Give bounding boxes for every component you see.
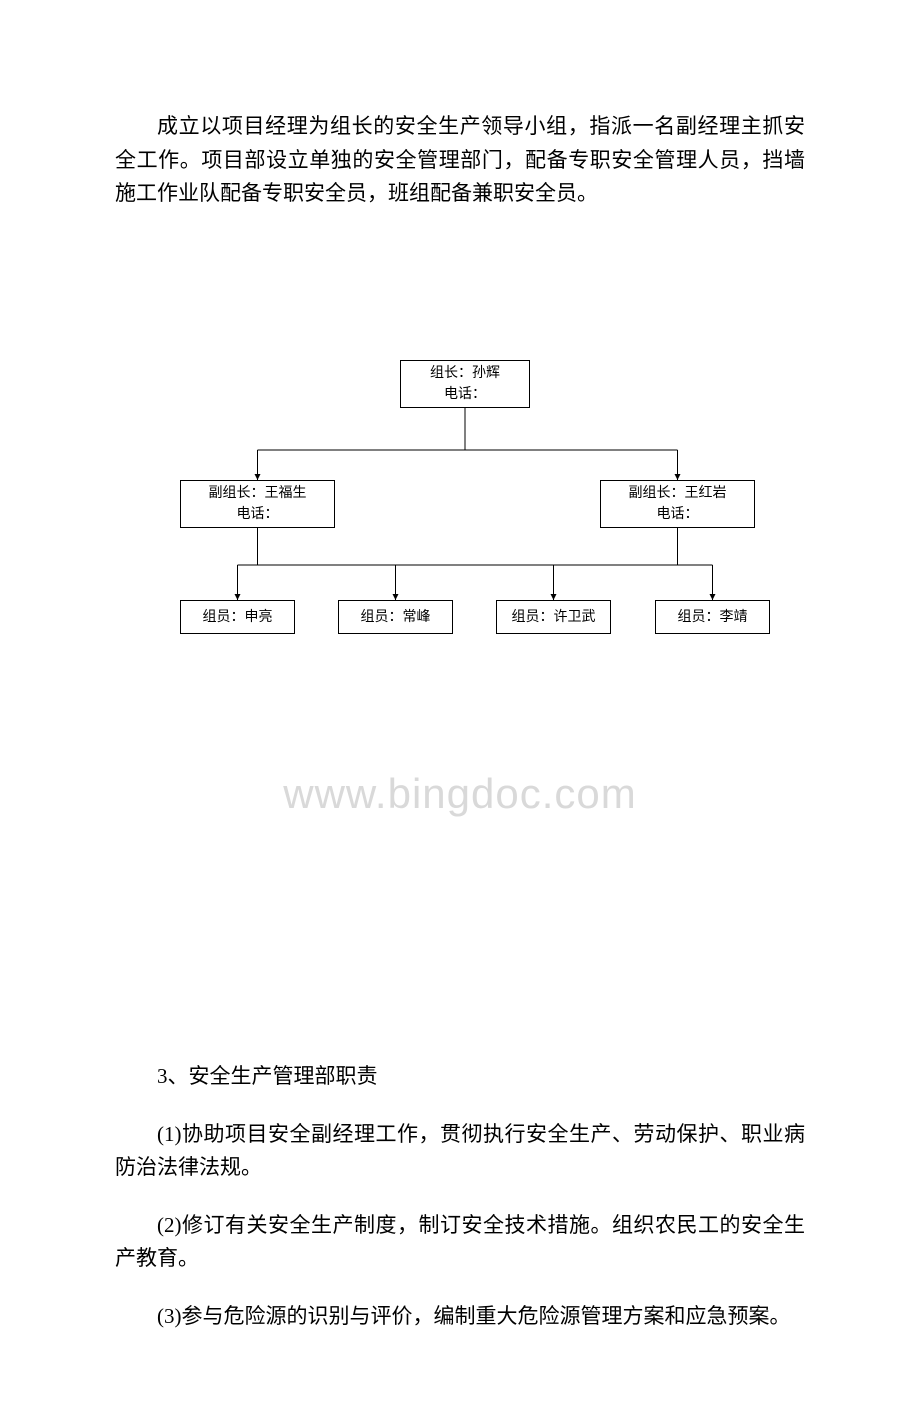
section3-item3: (3)参与危险源的识别与评价，编制重大危险源管理方案和应急预案。 xyxy=(115,1300,805,1334)
section3-item1: (1)协助项目安全副经理工作，贯彻执行安全生产、劳动保护、职业病防治法律法规。 xyxy=(115,1118,805,1185)
org-node-member1: 组员：申亮 xyxy=(180,600,295,634)
org-node-deputy1: 副组长：王福生电话： xyxy=(180,480,335,528)
org-node-leader: 组长：孙辉电话： xyxy=(400,360,530,408)
section3-item2: (2)修订有关安全生产制度，制订安全技术措施。组织农民工的安全生产教育。 xyxy=(115,1209,805,1276)
org-node-member3: 组员：许卫武 xyxy=(496,600,611,634)
org-node-deputy2: 副组长：王红岩电话： xyxy=(600,480,755,528)
org-node-member4: 组员：李靖 xyxy=(655,600,770,634)
section-3: 3、安全生产管理部职责 (1)协助项目安全副经理工作，贯彻执行安全生产、劳动保护… xyxy=(0,1060,920,1358)
org-chart: 组长：孙辉电话： 副组长：王福生电话： 副组长：王红岩电话： 组员：申亮 组员：常峰 组员… xyxy=(0,360,920,680)
intro-paragraph: 成立以项目经理为组长的安全生产领导小组，指派一名副经理主抓安全工作。项目部设立单… xyxy=(115,110,805,211)
org-node-member2: 组员：常峰 xyxy=(338,600,453,634)
section3-title: 3、安全生产管理部职责 xyxy=(115,1060,805,1094)
watermark: www.bingdoc.com xyxy=(0,770,920,818)
org-chart-connectors xyxy=(0,360,920,680)
